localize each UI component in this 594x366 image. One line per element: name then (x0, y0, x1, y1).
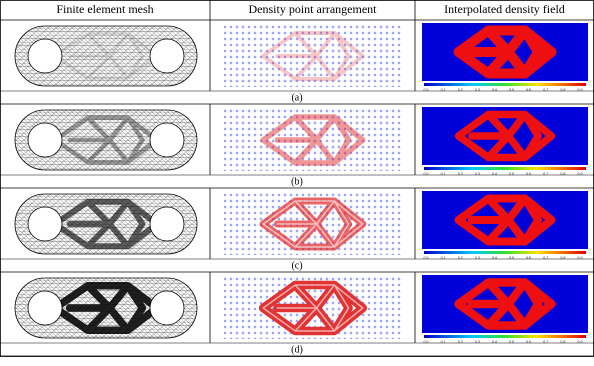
colorbar-tick-label: 0.1 (441, 256, 446, 260)
colorbar-tick-label: 0.8 (560, 340, 565, 344)
colorbar-tick-label: 0.2 (458, 88, 463, 92)
colorbar (424, 83, 586, 86)
mesh-hole (28, 123, 62, 157)
colorbar-tick-label: 0.7 (543, 256, 548, 260)
row-label: (d) (291, 344, 303, 355)
column-header: Density point arrangement (249, 2, 378, 16)
colorbar-tick-label: 0.4 (492, 256, 497, 260)
colorbar-tick-label: 0.4 (492, 340, 497, 344)
colorbar (424, 251, 586, 254)
mesh-hole (28, 207, 62, 241)
colorbar-tick-label: 0.6 (526, 256, 531, 260)
colorbar-tick-label: 0.0 (424, 172, 429, 176)
colorbar-tick-label: 0.1 (441, 340, 446, 344)
colorbar-tick-label: 0.4 (492, 88, 497, 92)
colorbar-tick-label: 0.0 (424, 340, 429, 344)
colorbar-tick-label: 0.8 (560, 172, 565, 176)
mesh-hole (28, 39, 62, 73)
colorbar-tick-label: 0.0 (424, 88, 429, 92)
mesh-hole (150, 207, 184, 241)
colorbar-tick-label: 0.8 (560, 88, 565, 92)
colorbar-tick-label: 0.8 (560, 256, 565, 260)
colorbar-tick-label: 0.9 (578, 340, 583, 344)
colorbar-tick-label: 0.2 (458, 172, 463, 176)
figure-table: Finite element mesh Density point arrange… (0, 0, 594, 366)
colorbar-tick-label: 0.9 (578, 256, 583, 260)
colorbar-tick-label: 0.9 (578, 172, 583, 176)
colorbar-tick-label: 0.4 (492, 172, 497, 176)
colorbar-tick-label: 0.3 (475, 172, 480, 176)
row-label: (b) (291, 176, 303, 187)
colorbar (424, 335, 586, 338)
column-header: Interpolated density field (444, 2, 565, 16)
mesh-hole (150, 39, 184, 73)
colorbar-tick-label: 0.6 (526, 88, 531, 92)
colorbar-tick-label: 0.7 (543, 172, 548, 176)
figure-row: 0.0 0.1 0.2 0.3 0.4 0.5 0.6 0.7 0.8 0.9 (d) (0, 272, 594, 356)
colorbar-tick-label: 0.5 (509, 88, 514, 92)
colorbar-tick-label: 0.1 (441, 88, 446, 92)
figure-row: 0.0 0.1 0.2 0.3 0.4 0.5 0.6 0.7 0.8 0.9 (c) (0, 188, 594, 272)
figure-row: 0.0 0.1 0.2 0.3 0.4 0.5 0.6 0.7 0.8 0.9 (a) (0, 20, 594, 104)
colorbar-tick-label: 0.5 (509, 256, 514, 260)
row-label: (a) (291, 92, 302, 103)
colorbar-tick-label: 0.7 (543, 88, 548, 92)
mesh-hole (150, 291, 184, 325)
mesh-hole (28, 291, 62, 325)
colorbar-tick-label: 0.3 (475, 340, 480, 344)
colorbar-tick-label: 0.6 (526, 172, 531, 176)
colorbar-tick-label: 0.5 (509, 172, 514, 176)
colorbar-tick-label: 0.9 (578, 88, 583, 92)
colorbar (424, 167, 586, 170)
figure-row: 0.0 0.1 0.2 0.3 0.4 0.5 0.6 0.7 0.8 0.9 (b) (0, 104, 594, 188)
colorbar-tick-label: 0.2 (458, 340, 463, 344)
colorbar-tick-label: 0.3 (475, 88, 480, 92)
colorbar-tick-label: 0.6 (526, 340, 531, 344)
colorbar-tick-label: 0.0 (424, 256, 429, 260)
column-header: Finite element mesh (56, 2, 153, 16)
mesh-hole (150, 123, 184, 157)
colorbar-tick-label: 0.1 (441, 172, 446, 176)
colorbar-tick-label: 0.3 (475, 256, 480, 260)
row-label: (c) (291, 260, 302, 271)
colorbar-tick-label: 0.2 (458, 256, 463, 260)
colorbar-tick-label: 0.7 (543, 340, 548, 344)
colorbar-tick-label: 0.5 (509, 340, 514, 344)
